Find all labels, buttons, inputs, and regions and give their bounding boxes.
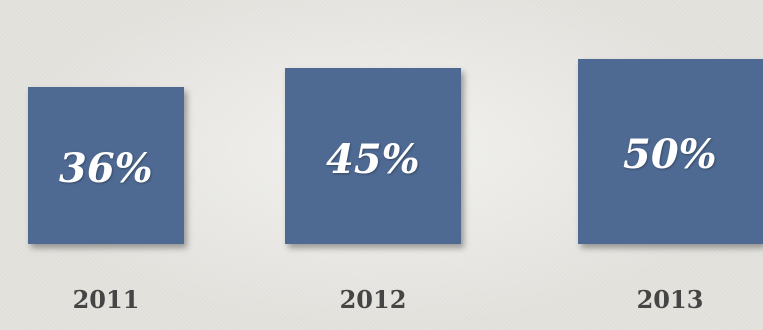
category-label-2012: 2012 <box>339 285 407 314</box>
bar-square-2011 <box>27 87 185 244</box>
category-label-2013: 2013 <box>636 285 704 314</box>
value-label-2012: 45% <box>326 135 420 183</box>
value-label-2011: 36% <box>59 144 153 192</box>
bar-square-2012 <box>285 68 461 244</box>
category-label-2011: 2011 <box>72 285 140 314</box>
bar-square-2013 <box>577 59 763 244</box>
value-label-2013: 50% <box>623 131 717 179</box>
